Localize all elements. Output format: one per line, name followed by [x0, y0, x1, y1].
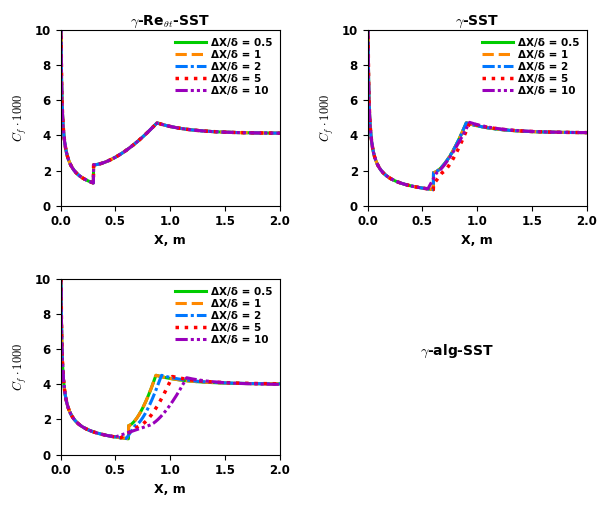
Y-axis label: $C_f \cdot 1000$: $C_f \cdot 1000$	[318, 94, 336, 142]
X-axis label: X, m: X, m	[462, 234, 493, 247]
Legend: ΔX/δ = 0.5, ΔX/δ = 1, ΔX/δ = 2, ΔX/δ = 5, ΔX/δ = 10: ΔX/δ = 0.5, ΔX/δ = 1, ΔX/δ = 2, ΔX/δ = 5…	[172, 35, 275, 98]
Title: $\gamma$-Re$_{\theta t}$-SST: $\gamma$-Re$_{\theta t}$-SST	[130, 14, 210, 30]
Text: $\gamma$-alg-SST: $\gamma$-alg-SST	[420, 342, 494, 360]
X-axis label: X, m: X, m	[154, 483, 186, 496]
Y-axis label: $C_f \cdot 1000$: $C_f \cdot 1000$	[11, 94, 29, 142]
Title: $\gamma$-SST: $\gamma$-SST	[455, 14, 499, 30]
X-axis label: X, m: X, m	[154, 234, 186, 247]
Legend: ΔX/δ = 0.5, ΔX/δ = 1, ΔX/δ = 2, ΔX/δ = 5, ΔX/δ = 10: ΔX/δ = 0.5, ΔX/δ = 1, ΔX/δ = 2, ΔX/δ = 5…	[172, 284, 275, 347]
Y-axis label: $C_f \cdot 1000$: $C_f \cdot 1000$	[11, 343, 29, 391]
Legend: ΔX/δ = 0.5, ΔX/δ = 1, ΔX/δ = 2, ΔX/δ = 5, ΔX/δ = 10: ΔX/δ = 0.5, ΔX/δ = 1, ΔX/δ = 2, ΔX/δ = 5…	[480, 35, 581, 98]
